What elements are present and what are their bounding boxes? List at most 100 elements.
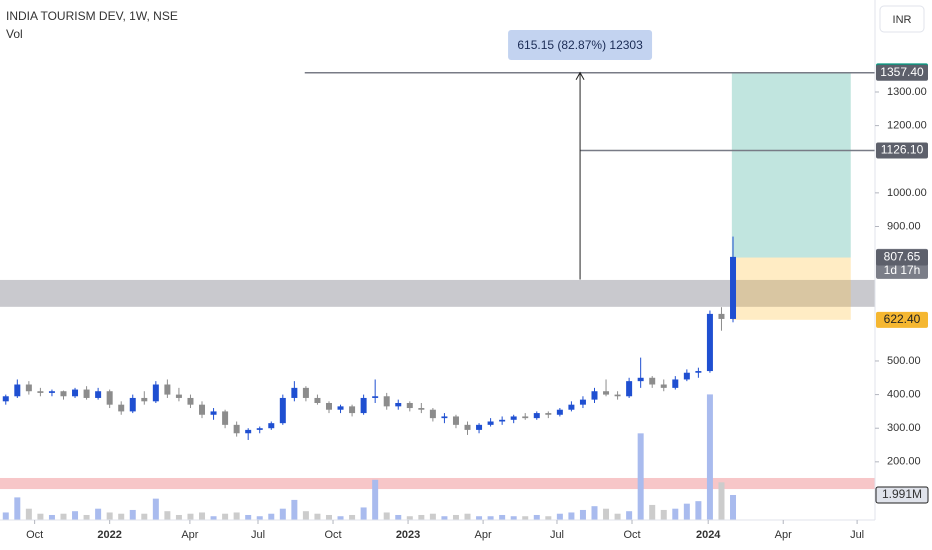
volume-badge-label: 1.991M (882, 487, 922, 501)
candle-body (256, 428, 263, 430)
measure-label: 615.15 (82.87%) 12303 (517, 38, 643, 52)
candle-body (533, 413, 540, 419)
volume-bar (360, 507, 367, 520)
candle-body (649, 377, 656, 385)
candle-body (487, 421, 494, 425)
volume-bar (568, 512, 575, 520)
x-tick-label: Jul (550, 529, 564, 541)
volume-bar (695, 501, 702, 520)
volume-bar (256, 516, 263, 520)
currency-label[interactable]: INR (893, 14, 912, 26)
candle-body (325, 402, 332, 410)
volume-bar (683, 503, 690, 520)
volume-bar (233, 512, 240, 520)
y-tick-label: 200.00 (887, 456, 921, 468)
volume-bar (2, 512, 9, 520)
candle-body (37, 391, 44, 393)
candle-body (279, 397, 286, 424)
volume-bar (106, 512, 113, 520)
candle-body (72, 389, 79, 397)
volume-bar (222, 513, 229, 520)
price-badge-label: 622.40 (884, 312, 921, 326)
y-tick-label: 1300.00 (887, 86, 927, 98)
candle-body (510, 416, 517, 420)
y-tick-label: 1200.00 (887, 120, 927, 132)
volume-bar (60, 513, 67, 520)
volume-bar (429, 513, 436, 520)
x-tick-label: Jul (251, 529, 265, 541)
symbol-title: INDIA TOURISM DEV, 1W, NSE (6, 9, 178, 23)
volume-bar (291, 499, 298, 520)
volume-bar (25, 508, 32, 520)
volume-bar (418, 514, 425, 520)
volume-bar (141, 513, 148, 520)
candle-body (60, 391, 67, 397)
volume-bar (533, 514, 540, 520)
volume-bar (279, 508, 286, 520)
candle-body (579, 399, 586, 405)
arrow-head (575, 71, 585, 80)
volume-bar (395, 514, 402, 520)
price-badge-label: 1126.10 (881, 143, 924, 157)
x-tick-label: Oct (324, 529, 341, 541)
candle-body (164, 384, 171, 395)
candle-body (314, 397, 321, 403)
volume-bar (591, 506, 598, 520)
candle-body (683, 372, 690, 380)
volume-bar (499, 514, 506, 520)
volume-bar (522, 516, 529, 520)
measure-box (508, 30, 653, 60)
volume-bar (83, 514, 90, 520)
volume-bar (118, 513, 125, 520)
volume-bar (383, 512, 390, 520)
x-tick-label: 2024 (696, 529, 721, 541)
candle-body (660, 384, 667, 388)
candle-body (718, 313, 725, 319)
candle-body (568, 404, 575, 410)
candle-body (106, 391, 113, 405)
candle-body (614, 394, 621, 397)
volume-bar (672, 508, 679, 520)
candle-body (545, 413, 552, 415)
volume-bar (614, 513, 621, 520)
volume-bar (152, 498, 159, 520)
candle-body (222, 411, 229, 425)
volume-bar (603, 508, 610, 520)
candle-body (441, 416, 448, 419)
volume-bar (337, 516, 344, 520)
candle-body (337, 406, 344, 410)
volume-bar (268, 513, 275, 520)
volume-bar (245, 514, 252, 520)
candle-body (406, 402, 413, 409)
candle-body (14, 384, 21, 397)
candle-body (291, 387, 298, 398)
candle-body (372, 396, 379, 398)
candle-body (48, 391, 55, 393)
volume-bar (95, 508, 102, 520)
currency-button[interactable] (879, 5, 925, 33)
candle-body (233, 424, 240, 434)
x-tick-label: Apr (475, 529, 492, 541)
candle-body (187, 397, 194, 405)
candle-body (706, 313, 713, 372)
candle-body (95, 391, 102, 398)
candle-body (464, 424, 471, 430)
zone (0, 279, 875, 307)
volume-badge (875, 486, 929, 504)
x-tick-label: 2023 (396, 529, 420, 541)
candle-body (499, 419, 506, 422)
price-badge (876, 64, 928, 81)
volume-bar (210, 516, 217, 520)
volume-bar (129, 509, 136, 520)
indicator-label: Vol (6, 27, 23, 41)
volume-bar (556, 513, 563, 520)
y-tick-label: 300.00 (887, 422, 921, 434)
volume-bar (175, 514, 182, 520)
candle-body (268, 423, 275, 429)
candle-body (522, 416, 529, 419)
volume-bar (441, 516, 448, 520)
volume-bar (706, 394, 713, 520)
candle-body (360, 397, 367, 414)
